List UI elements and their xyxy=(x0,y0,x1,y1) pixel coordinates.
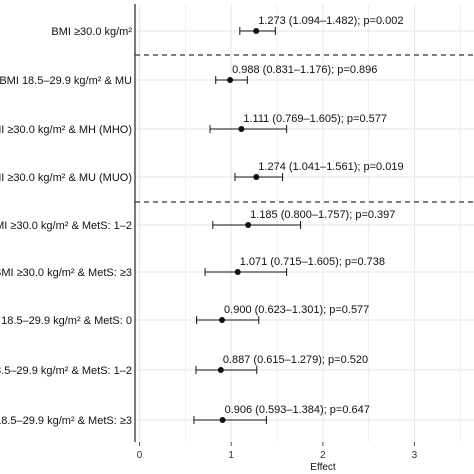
estimate-point xyxy=(238,126,245,132)
estimate-point xyxy=(245,222,252,228)
row-label: BMI ≥30.0 kg/m² xyxy=(51,26,132,38)
rows: BMI ≥30.0 kg/m² 1.273 (1.094–1.482); p=0.… xyxy=(0,15,404,427)
estimate-label: 1.274 (1.041–1.561); p=0.019 xyxy=(258,161,403,173)
estimate-point xyxy=(253,174,260,180)
estimate-point xyxy=(219,417,226,423)
row-label: BMI 18.5–29.9 kg/m² & MetS: 0 xyxy=(0,315,132,327)
axis: 0 1 2 3 xyxy=(134,4,474,461)
row-label: BMI 18.5–29.9 kg/m² & MetS: ≥3 xyxy=(0,415,132,427)
estimate-point xyxy=(219,317,226,323)
x-tick-label: 2 xyxy=(320,450,326,461)
x-tick-label: 1 xyxy=(228,450,234,461)
x-axis-title: Effect xyxy=(310,462,336,473)
row-label: BMI 18.5–29.9 kg/m² & MU xyxy=(0,75,132,87)
estimate-point xyxy=(227,77,234,83)
x-tick-label: 0 xyxy=(137,450,143,461)
estimate-point xyxy=(217,367,224,373)
row-label: BMI ≥30.0 kg/m² & MH (MHO) xyxy=(0,124,132,136)
estimate-label: 0.988 (0.831–1.176); p=0.896 xyxy=(232,64,377,76)
estimate-label: 1.185 (0.800–1.757); p=0.397 xyxy=(250,209,395,221)
estimate-label: 0.887 (0.615–1.279); p=0.520 xyxy=(223,354,368,366)
estimate-point xyxy=(253,28,260,34)
estimate-point xyxy=(234,269,241,275)
grid xyxy=(135,4,474,442)
estimate-label: 1.111 (0.769–1.605); p=0.577 xyxy=(243,113,387,125)
estimate-label: 1.071 (0.715–1.605); p=0.738 xyxy=(240,256,385,268)
row-label: BMI ≥30.0 kg/m² & MU (MUO) xyxy=(0,172,132,184)
estimate-label: 0.906 (0.593–1.384); p=0.647 xyxy=(225,404,370,416)
row-label: BMI 18.5–29.9 kg/m² & MetS: 1–2 xyxy=(0,365,132,377)
estimate-label: 1.273 (1.094–1.482); p=0.002 xyxy=(258,15,403,27)
row-label: BMI ≥30.0 kg/m² & MetS: 1–2 xyxy=(0,220,132,232)
row-label: BMI ≥30.0 kg/m² & MetS: ≥3 xyxy=(0,267,132,279)
estimate-label: 0.900 (0.623–1.301); p=0.577 xyxy=(224,304,369,316)
x-tick-label: 3 xyxy=(412,450,418,461)
